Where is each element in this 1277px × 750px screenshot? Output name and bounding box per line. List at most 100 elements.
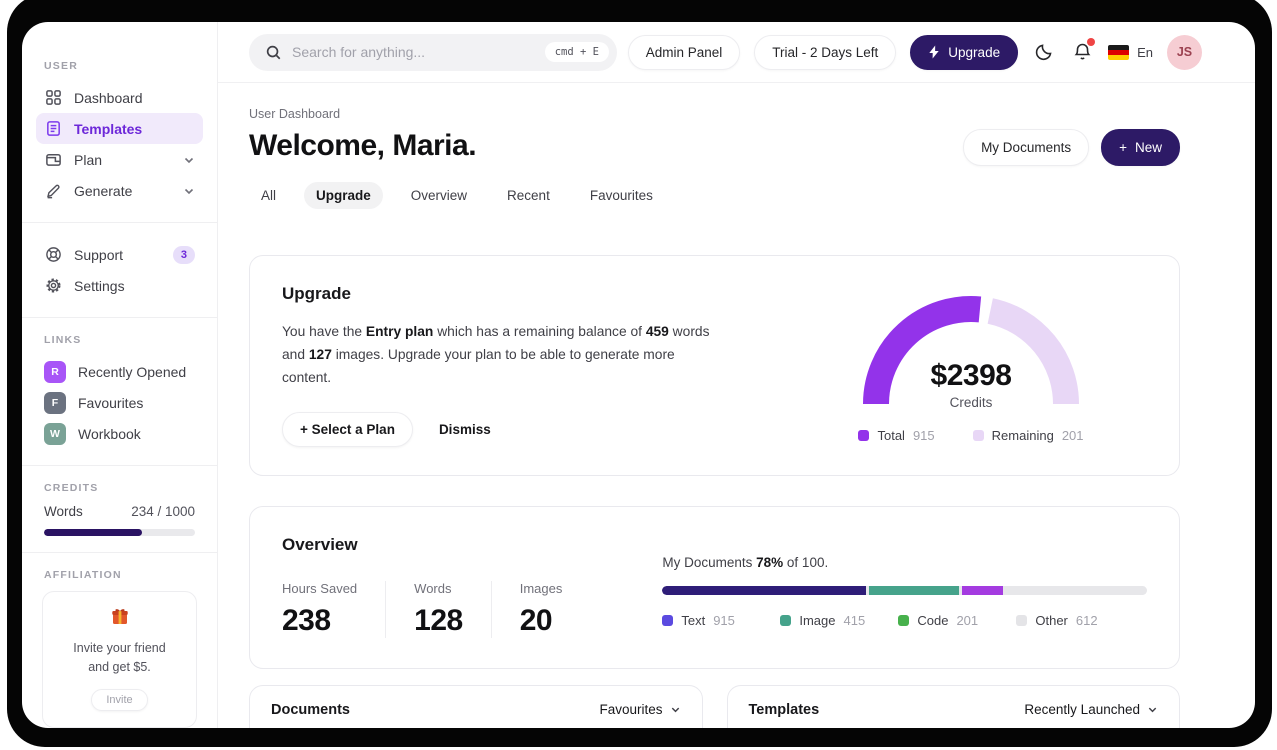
tab-overview[interactable]: Overview: [410, 188, 468, 203]
dismiss-button[interactable]: Dismiss: [438, 421, 491, 437]
upgrade-card: Upgrade You have the Entry plan which ha…: [249, 255, 1180, 476]
trial-status-button[interactable]: Trial - 2 Days Left: [754, 34, 897, 70]
upgrade-card-body: You have the Entry plan which has a rema…: [282, 324, 710, 386]
sidebar-item-label: Plan: [74, 151, 103, 168]
overview-card: Overview Hours Saved 238 Words 128 Image…: [249, 505, 1180, 669]
sidebar-item-settings[interactable]: Settings: [36, 270, 203, 301]
sidebar-section-user: USER: [44, 60, 78, 72]
dashboard-grid-icon: [44, 89, 62, 107]
credits-words-value: 234 / 1000: [131, 504, 195, 519]
sidebar-item-label: Workbook: [78, 425, 141, 442]
sidebar-item-label: Templates: [74, 120, 143, 137]
sidebar-section-credits: CREDITS: [44, 482, 99, 494]
tab-recent[interactable]: Recent: [507, 188, 550, 203]
legend-swatch: [898, 614, 910, 626]
tab-all[interactable]: All: [261, 188, 277, 203]
page-content: User Dashboard Welcome, Maria. My Docume…: [218, 83, 1255, 728]
templates-card: Templates Recently Launched Blog Post Ti…: [726, 684, 1180, 728]
legend-swatch: [1016, 614, 1028, 626]
affiliation-text: Invite your friend and get $5.: [73, 641, 166, 674]
documents-stacked-bar: [662, 585, 1147, 595]
stat-images: Images 20: [519, 580, 563, 637]
breadcrumb: User Dashboard: [249, 107, 341, 121]
tab-bar: All Upgrade Overview Recent Favourites: [249, 182, 1180, 209]
sidebar-section-affiliation: AFFILIATION: [44, 569, 122, 581]
search-icon: [265, 44, 282, 61]
dark-mode-moon-icon[interactable]: [1032, 40, 1056, 64]
sidebar-item-plan[interactable]: Plan: [36, 144, 203, 175]
tab-favourites[interactable]: Favourites: [589, 188, 653, 203]
sidebar-item-label: Settings: [74, 277, 125, 294]
pencil-icon: [44, 182, 62, 200]
main-area: Search for anything... cmd + E Admin Pan…: [218, 22, 1255, 728]
sidebar-item-templates[interactable]: Templates: [36, 113, 203, 144]
select-plan-button[interactable]: + Select a Plan: [282, 411, 413, 447]
wallet-icon: [44, 151, 62, 169]
gear-icon: [44, 277, 62, 295]
gauge-caption: Credits: [949, 395, 993, 410]
sidebar-item-label: Generate: [74, 182, 133, 199]
documents-card-title: Documents: [271, 701, 350, 718]
search-placeholder: Search for anything...: [292, 44, 426, 60]
sidebar-section-links: LINKS: [44, 334, 82, 346]
chevron-down-icon: [670, 704, 681, 715]
documents-progress-caption: My Documents 78% of 100.: [662, 554, 829, 570]
sidebar-divider: [22, 465, 217, 466]
gauge-legend-remaining: Remaining 201: [972, 428, 1084, 443]
sidebar-divider: [22, 552, 217, 553]
words-progress-track: [44, 529, 195, 536]
stat-words: Words 128: [414, 580, 492, 638]
notifications-bell-icon[interactable]: [1070, 38, 1096, 64]
page-title: Welcome, Maria.: [249, 129, 477, 162]
overview-legend: Text 915 Image 415 Code 201: [662, 613, 1147, 628]
sidebar-item-support[interactable]: Support 3: [36, 239, 203, 270]
app-window: USER Dashboard Templates Plan: [22, 22, 1255, 728]
sidebar-item-dashboard[interactable]: Dashboard: [36, 82, 203, 113]
my-documents-button[interactable]: My Documents: [963, 129, 1090, 166]
sidebar-divider: [22, 222, 217, 223]
tab-upgrade[interactable]: Upgrade: [304, 182, 383, 209]
gift-icon: [110, 606, 130, 626]
search-input[interactable]: Search for anything... cmd + E: [249, 33, 617, 71]
templates-filter-dropdown[interactable]: Recently Launched: [1024, 702, 1158, 717]
link-avatar: R: [44, 360, 66, 383]
link-avatar: F: [44, 391, 66, 414]
support-count-badge: 3: [172, 245, 195, 264]
words-progress-fill: [44, 529, 143, 536]
sidebar-link-favourites[interactable]: F Favourites: [36, 387, 203, 418]
invite-button[interactable]: Invite: [91, 688, 148, 711]
gauge-chart: [863, 296, 1079, 405]
sidebar-link-recently-opened[interactable]: R Recently Opened: [36, 356, 203, 387]
sidebar-divider: [22, 317, 217, 318]
legend-swatch: [972, 430, 984, 441]
notification-dot: [1087, 38, 1096, 46]
legend-swatch: [858, 430, 870, 441]
bar-segment: [868, 585, 959, 595]
plus-icon: +: [1119, 140, 1127, 155]
lifebuoy-icon: [44, 246, 62, 264]
language-label[interactable]: En: [1137, 44, 1153, 60]
chevron-down-icon: [183, 154, 195, 166]
admin-panel-button[interactable]: Admin Panel: [627, 34, 741, 70]
keyboard-shortcut-badge: cmd + E: [544, 42, 609, 62]
chevron-down-icon: [183, 185, 195, 197]
credits-gauge: $2398 Credits Total 915 Remaining: [831, 284, 1111, 447]
stat-hours-saved: Hours Saved 238: [282, 580, 387, 638]
sidebar-link-workbook[interactable]: W Workbook: [36, 418, 203, 449]
legend-swatch: [662, 614, 674, 626]
new-button[interactable]: + New: [1101, 129, 1180, 166]
link-avatar: W: [44, 422, 66, 445]
gauge-legend-total: Total 915: [858, 428, 935, 443]
affiliation-card: Invite your friend and get $5. Invite: [42, 591, 197, 728]
upgrade-button[interactable]: Upgrade: [910, 34, 1019, 70]
sidebar-item-label: Dashboard: [74, 89, 143, 106]
user-avatar[interactable]: JS: [1167, 34, 1202, 70]
sidebar-item-generate[interactable]: Generate: [36, 175, 203, 206]
overview-card-title: Overview: [282, 534, 358, 554]
topbar: Search for anything... cmd + E Admin Pan…: [218, 22, 1255, 83]
german-flag-icon[interactable]: [1108, 44, 1130, 60]
chevron-down-icon: [1147, 704, 1158, 715]
templates-card-title: Templates: [748, 701, 820, 718]
documents-filter-dropdown[interactable]: Favourites: [599, 702, 680, 717]
gauge-value: $2398: [930, 359, 1012, 392]
